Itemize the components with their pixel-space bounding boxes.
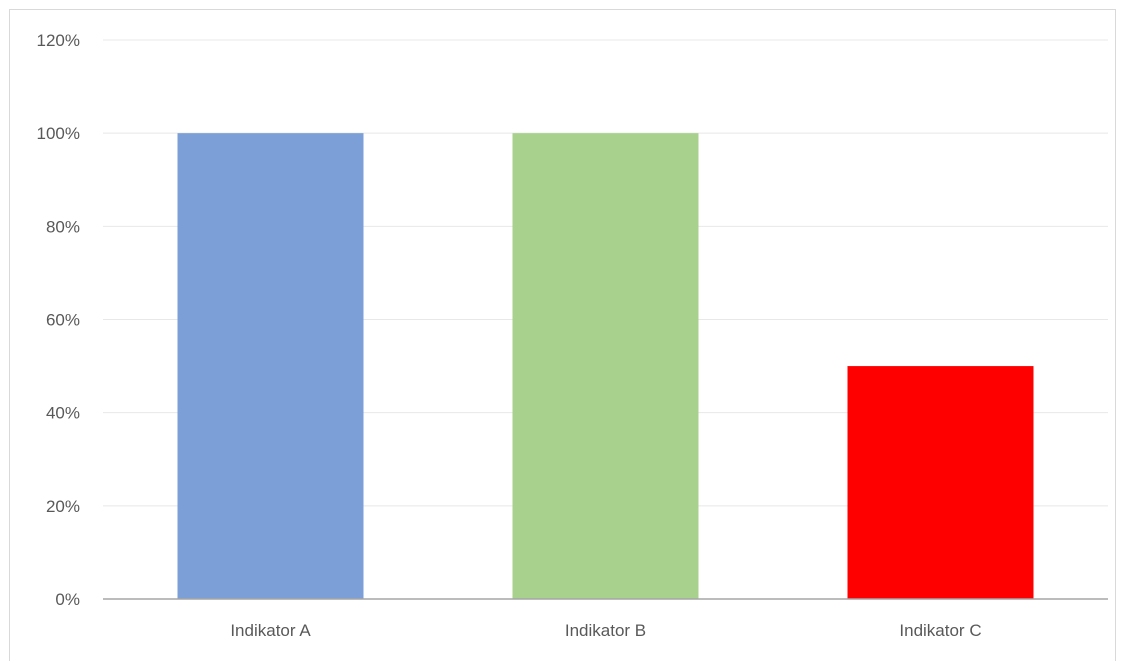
y-tick-label: 120%	[37, 31, 80, 50]
bar-indikator-a	[177, 133, 364, 599]
y-tick-labels: 0% 20% 40% 60% 80% 100% 120%	[37, 31, 80, 609]
bar-indikator-b	[512, 133, 699, 599]
y-tick-label: 80%	[46, 217, 80, 236]
bar-indikator-c	[847, 366, 1034, 599]
y-tick-label: 100%	[37, 124, 80, 143]
y-tick-label: 60%	[46, 311, 80, 330]
y-tick-label: 20%	[46, 497, 80, 516]
bars	[177, 133, 1034, 599]
x-category-label: Indikator B	[565, 621, 646, 640]
chart-frame	[9, 9, 1116, 661]
x-category-labels: Indikator A Indikator B Indikator C	[230, 621, 981, 640]
y-tick-label: 40%	[46, 404, 80, 423]
x-category-label: Indikator A	[230, 621, 311, 640]
x-category-label: Indikator C	[899, 621, 981, 640]
y-tick-label: 0%	[55, 590, 80, 609]
